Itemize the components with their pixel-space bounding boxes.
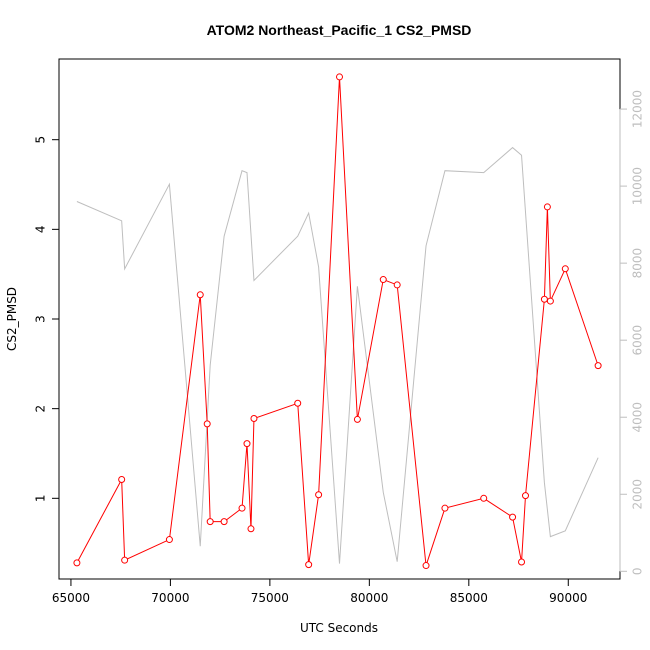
data-point xyxy=(441,504,449,512)
data-point xyxy=(561,265,569,273)
plot-frame xyxy=(58,58,621,580)
x-tick-label: 75000 xyxy=(251,591,289,605)
data-point xyxy=(250,415,258,423)
y2-tick-label: 10000 xyxy=(631,167,645,205)
data-point xyxy=(509,513,517,521)
x-tick-label: 65000 xyxy=(52,591,90,605)
x-axis-label: UTC Seconds xyxy=(300,621,378,635)
x-tick-label: 70000 xyxy=(151,591,189,605)
data-point xyxy=(336,73,343,81)
data-point xyxy=(393,281,401,289)
data-point xyxy=(165,536,173,544)
data-point xyxy=(247,525,255,533)
data-point xyxy=(305,561,313,569)
series-left xyxy=(73,73,602,570)
y2-tick-label: 6000 xyxy=(631,325,645,356)
y-tick-label: 5 xyxy=(34,136,48,144)
data-point xyxy=(353,415,361,423)
x-tick-label: 85000 xyxy=(450,591,488,605)
data-point xyxy=(543,203,551,211)
y-tick-label: 3 xyxy=(34,315,48,323)
data-point xyxy=(118,475,126,483)
data-point xyxy=(315,491,323,499)
data-point xyxy=(243,440,251,448)
y-axis-label: CS2_PMSD xyxy=(5,287,19,351)
data-point xyxy=(379,276,387,284)
data-point xyxy=(540,295,548,303)
y-tick-label: 1 xyxy=(34,494,48,502)
y2-tick-label: 2000 xyxy=(631,479,645,510)
x-tick-label: 80000 xyxy=(350,591,388,605)
chart-title: ATOM2 Northeast_Pacific_1 CS2_PMSD xyxy=(207,22,472,38)
series-left-line xyxy=(76,76,599,566)
data-point xyxy=(546,297,554,305)
data-point xyxy=(422,562,430,570)
y-tick-label: 4 xyxy=(34,226,48,234)
data-point xyxy=(518,558,526,566)
x-axis: 65000 70000 75000 80000 85000 90000 xyxy=(52,578,587,605)
y-tick-label: 2 xyxy=(34,405,48,413)
y2-tick-label: 12000 xyxy=(631,90,645,128)
data-point xyxy=(294,399,302,407)
data-point xyxy=(220,518,228,526)
data-point xyxy=(594,362,602,370)
data-point xyxy=(196,291,204,299)
data-point xyxy=(73,559,81,567)
data-point xyxy=(480,494,488,502)
y2-tick-label: 0 xyxy=(631,567,645,575)
y2-tick-label: 4000 xyxy=(631,402,645,433)
y2-tick-label: 8000 xyxy=(631,248,645,279)
data-point xyxy=(238,504,246,512)
series-right xyxy=(76,146,599,564)
data-point xyxy=(522,492,530,500)
y2-axis: 0 2000 4000 6000 8000 10000 12000 xyxy=(619,90,645,575)
data-point xyxy=(121,556,129,564)
x-tick-label: 90000 xyxy=(549,591,587,605)
data-point xyxy=(206,518,214,526)
series-right-line xyxy=(76,146,599,564)
data-point xyxy=(203,420,211,428)
y-axis: 1 2 3 4 5 xyxy=(34,136,60,502)
